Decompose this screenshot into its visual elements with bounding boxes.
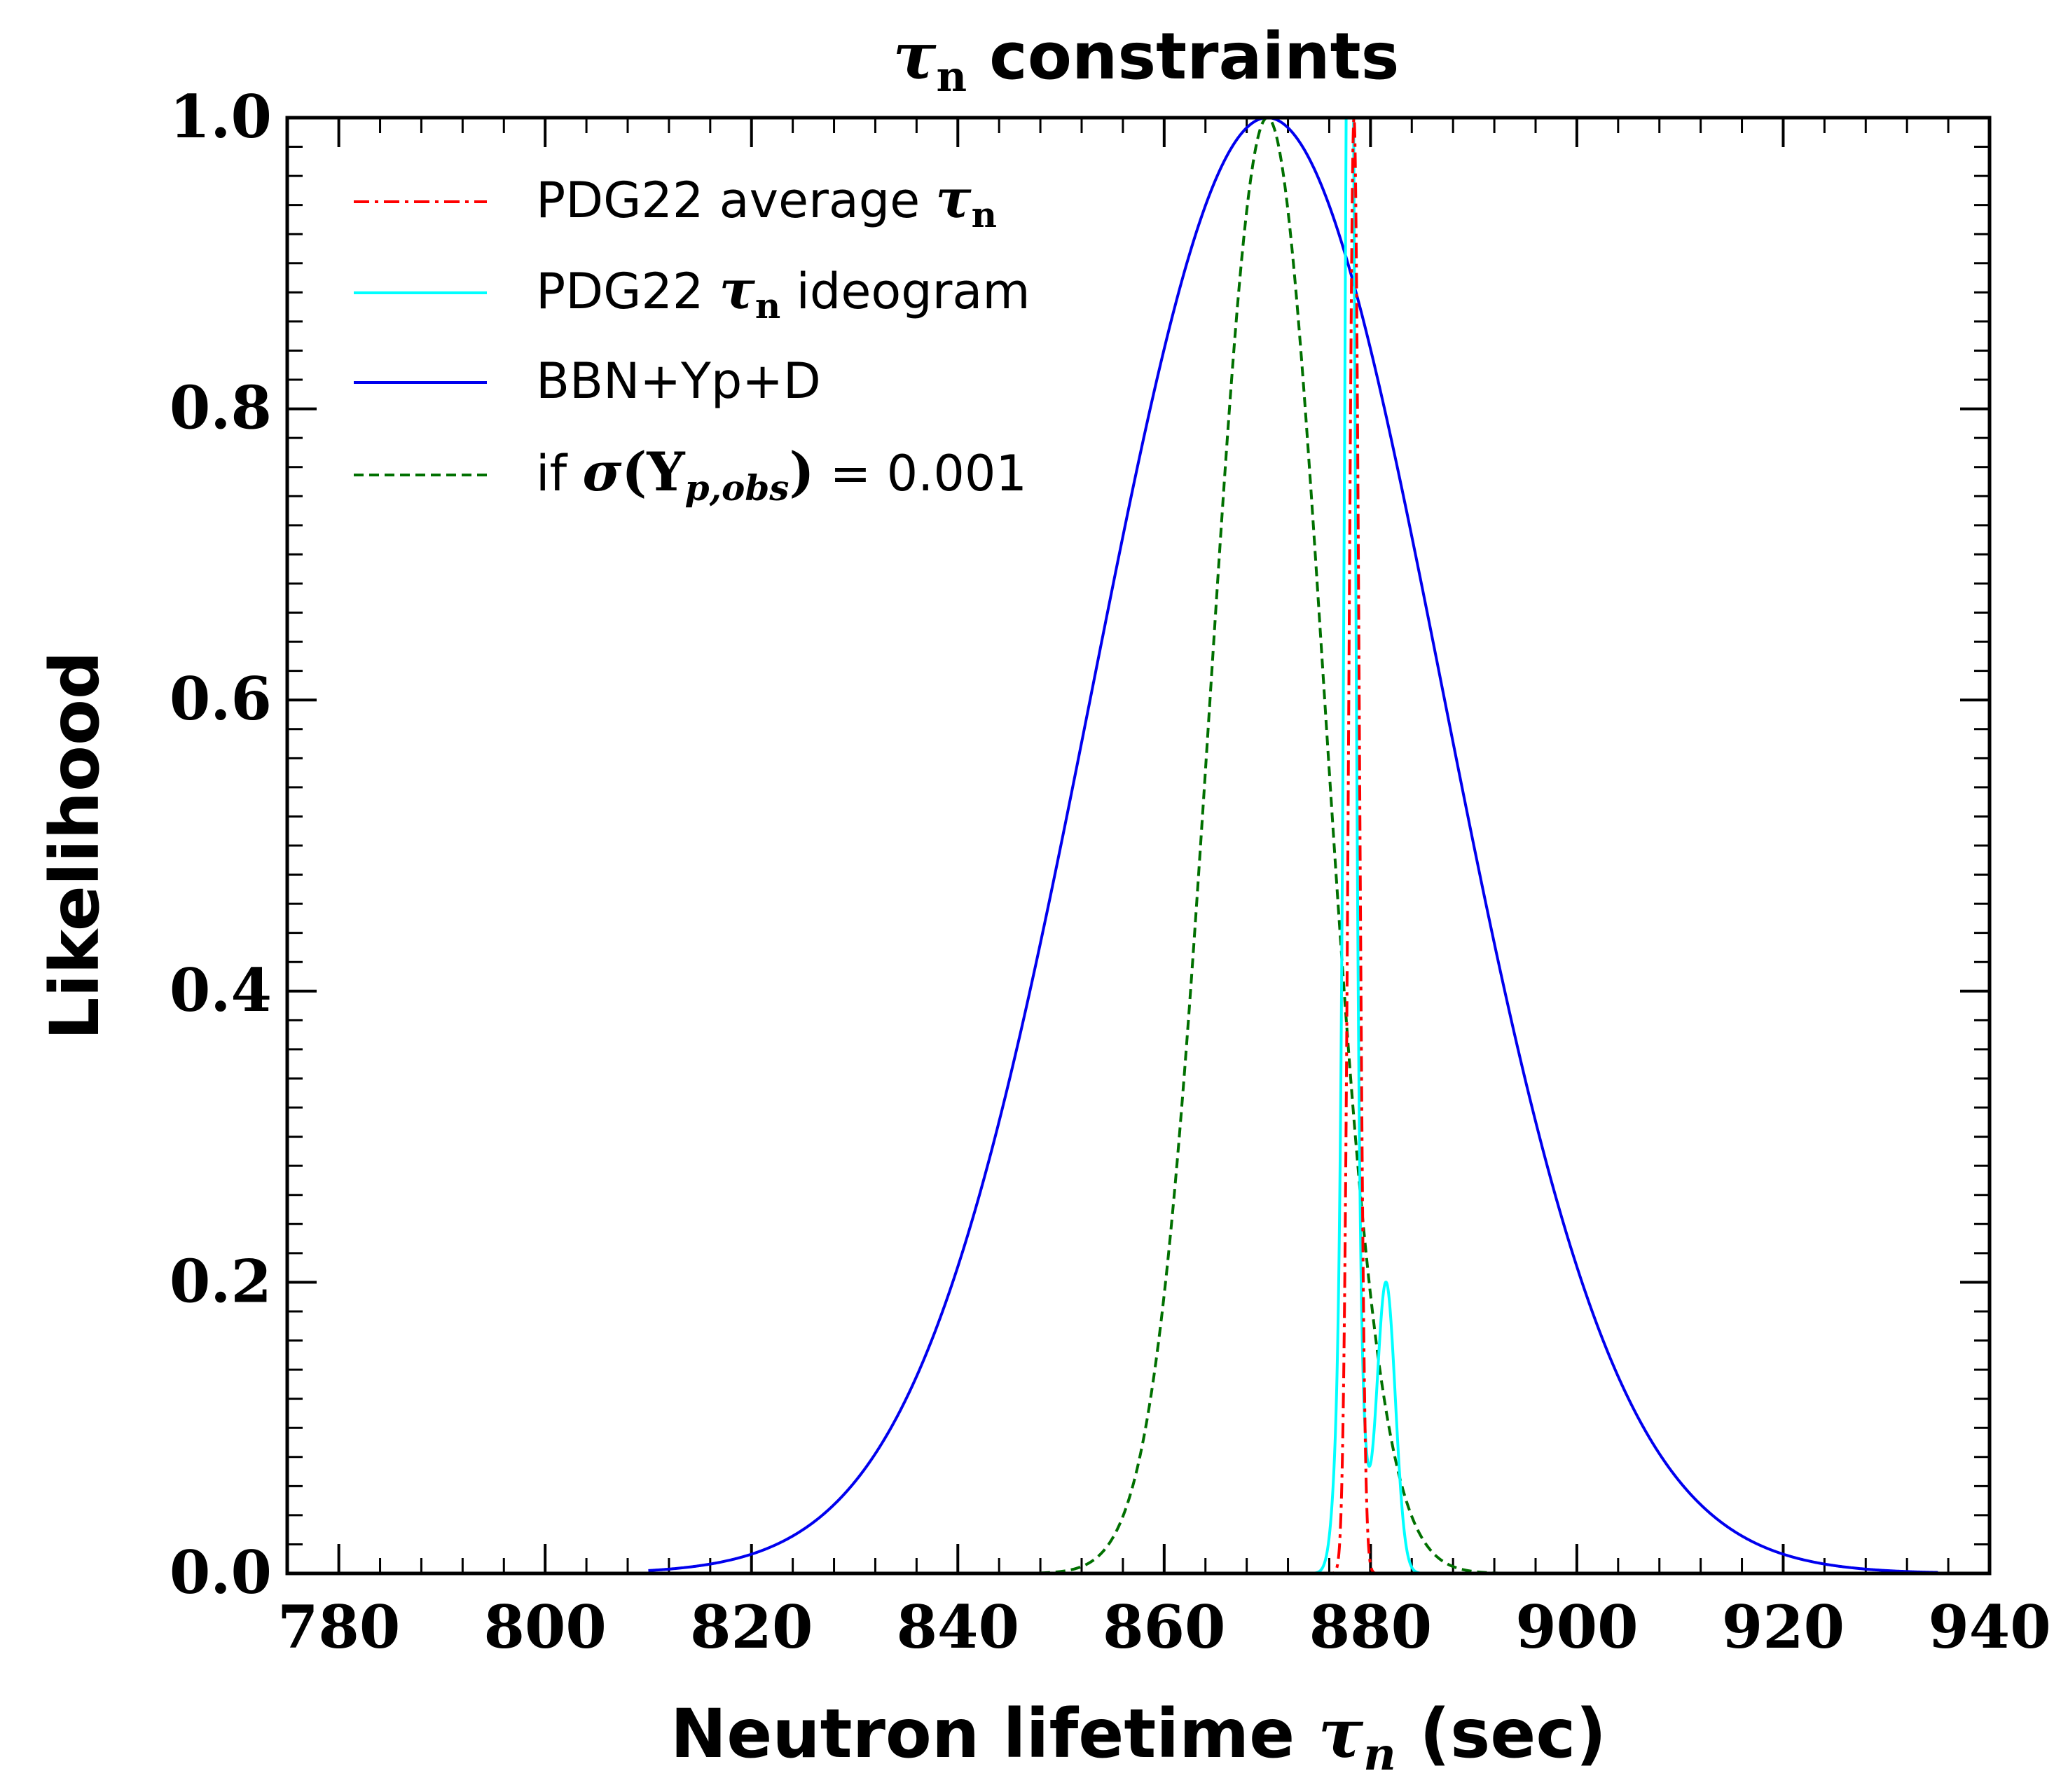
x-axis-title-pre: Neutron lifetime <box>670 1695 1318 1773</box>
series-line-1 <box>1297 118 1445 1573</box>
chart-title: τn constraints <box>893 18 1400 102</box>
legend-label-1: PDG22 τn ideogram <box>536 259 1030 326</box>
plot-frame <box>285 116 1992 1576</box>
y-tick-label: 0.0 <box>170 1538 272 1607</box>
title-symbol: τ <box>893 18 937 94</box>
legend-label-2: BBN+Yp+D <box>536 352 821 410</box>
x-axis-title-post: (sec) <box>1396 1695 1606 1773</box>
x-tick-label: 920 <box>1722 1592 1845 1662</box>
x-tick-label: 860 <box>1103 1592 1225 1662</box>
series-layer <box>647 118 1939 1573</box>
x-axis-title-symbol: τ <box>1318 1694 1364 1773</box>
x-tick-label: 900 <box>1515 1592 1638 1662</box>
y-tick-label: 0.6 <box>170 664 272 733</box>
title-rest: constraints <box>967 19 1399 94</box>
x-tick-label: 800 <box>484 1592 607 1662</box>
legend-label-3: if σ(Yp,obs) = 0.001 <box>536 441 1027 509</box>
series-line-3 <box>1008 118 1526 1573</box>
axis-tick-labels: 780 800 820 840 860 880 900 920 940 0.0 0.2 0.4 0.6 0… <box>170 82 2051 1662</box>
y-tick-label: 0.8 <box>170 373 272 443</box>
x-axis-title: Neutron lifetime τn (sec) <box>670 1694 1606 1781</box>
y-axis-title: Likelihood <box>36 651 114 1040</box>
y-tick-label: 1.0 <box>170 82 272 151</box>
y-tick-label: 0.4 <box>170 956 272 1025</box>
legend: PDG22 average τn PDG22 τn ideogram BBN+Yp+… <box>354 167 1030 509</box>
series-line-2 <box>647 118 1939 1573</box>
x-tick-label: 880 <box>1309 1592 1432 1662</box>
y-tick-label: 0.2 <box>170 1246 272 1316</box>
x-axis-title-subscript: n <box>1363 1728 1396 1781</box>
x-tick-label: 780 <box>277 1592 400 1662</box>
x-tick-label: 820 <box>690 1592 813 1662</box>
x-tick-label: 840 <box>897 1592 1019 1662</box>
x-tick-label: 940 <box>1928 1592 2050 1662</box>
legend-label-0: PDG22 average τn <box>536 167 997 235</box>
title-subscript: n <box>937 53 967 102</box>
axis-ticks <box>287 116 1991 1575</box>
